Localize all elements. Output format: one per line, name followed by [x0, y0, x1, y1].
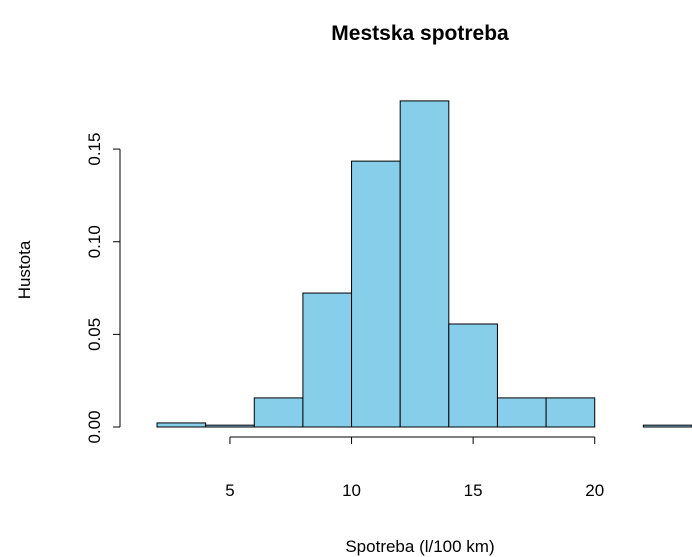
bar — [302, 292, 353, 428]
chart-title: Mestska spotreba — [331, 22, 509, 45]
bar — [448, 323, 498, 428]
bar — [351, 160, 401, 428]
bar — [642, 424, 692, 428]
y-tick-label: 0.10 — [85, 225, 104, 258]
bar — [253, 397, 304, 428]
bar — [545, 397, 596, 428]
y-axis-label: Hustota — [15, 240, 34, 299]
bar — [156, 422, 207, 428]
x-tick-label: 10 — [342, 481, 361, 500]
x-tick-label: 20 — [585, 481, 604, 500]
y-tick-label: 0.05 — [85, 318, 104, 351]
x-tick-label: 15 — [464, 481, 483, 500]
bar — [496, 397, 547, 428]
x-axis-label: Spotreba (l/100 km) — [345, 537, 494, 556]
y-tick-label: 0.00 — [85, 410, 104, 443]
y-tick-label: 0.15 — [85, 133, 104, 166]
x-tick-label: 5 — [225, 481, 234, 500]
bar — [399, 100, 450, 428]
bar — [205, 424, 255, 428]
